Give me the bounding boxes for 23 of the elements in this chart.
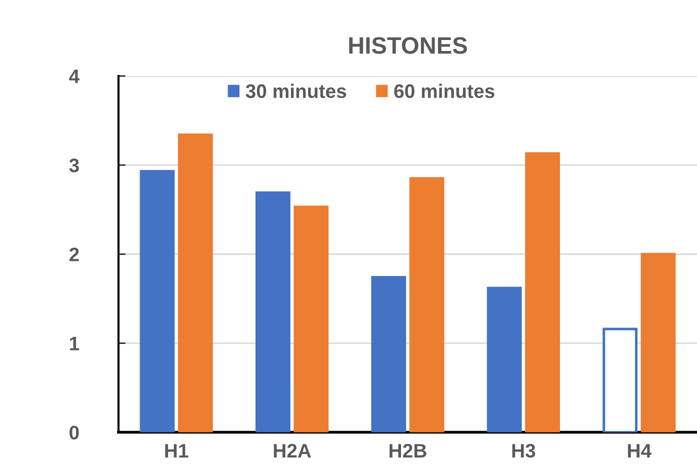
bar: [140, 170, 175, 432]
bar: [294, 206, 329, 432]
bar: [640, 252, 676, 432]
x-tick-label: H3: [512, 444, 536, 458]
legend-label: 60 minutes: [394, 84, 494, 98]
chart-title: HISTONES: [349, 37, 467, 54]
y-tick-label: 4: [69, 70, 80, 84]
x-tick-label: H4: [628, 444, 652, 458]
bar: [525, 152, 560, 432]
legend-label: 30 minutes: [246, 84, 346, 98]
bar: [409, 177, 444, 432]
y-tick-label: 1: [70, 336, 80, 350]
x-tick-label: H2A: [274, 444, 311, 458]
y-tick-label: 0: [70, 426, 79, 440]
bar: [178, 134, 213, 432]
bar: [602, 328, 638, 432]
bar: [486, 286, 522, 432]
x-tick-label: H1: [165, 444, 188, 458]
y-tick-label: 2: [69, 248, 79, 262]
y-tick-label: 3: [69, 158, 79, 172]
bar: [371, 276, 406, 432]
bar: [256, 191, 290, 432]
x-tick-label: H2B: [390, 444, 426, 458]
